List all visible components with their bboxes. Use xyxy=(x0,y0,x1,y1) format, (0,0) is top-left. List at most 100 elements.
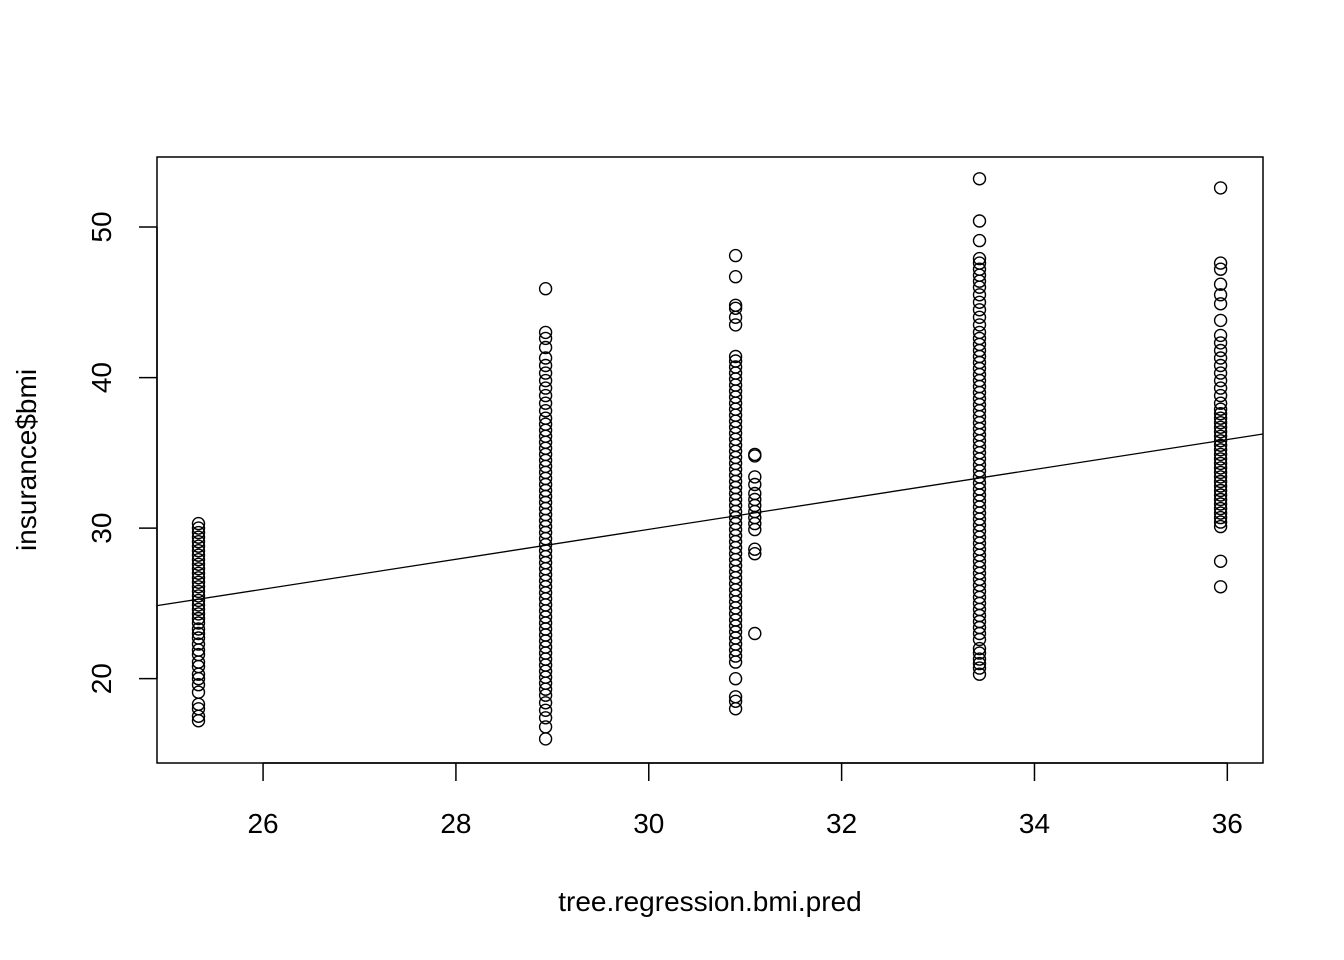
data-point xyxy=(972,652,987,666)
data-point xyxy=(538,696,553,710)
data-point xyxy=(191,580,206,594)
data-point xyxy=(538,373,553,388)
data-points xyxy=(191,172,1228,746)
data-point xyxy=(972,318,987,332)
y-axis: 20 30 40 50 xyxy=(86,211,158,694)
data-point xyxy=(1213,297,1228,311)
data-point xyxy=(1213,288,1228,302)
y-tick-label: 40 xyxy=(86,362,117,393)
data-point xyxy=(191,589,206,603)
data-point xyxy=(1213,474,1228,489)
data-point xyxy=(538,381,553,395)
data-point xyxy=(538,388,553,403)
y-tick-label: 50 xyxy=(86,211,117,242)
data-point xyxy=(191,557,206,571)
data-point xyxy=(191,702,206,716)
data-point xyxy=(191,521,206,535)
x-tick-label: 36 xyxy=(1212,808,1243,839)
data-point xyxy=(972,172,987,186)
data-point xyxy=(748,542,762,556)
data-point xyxy=(972,233,987,248)
data-point xyxy=(191,622,206,636)
data-point xyxy=(748,477,762,492)
data-point xyxy=(1213,256,1228,270)
data-point xyxy=(748,470,762,484)
data-point xyxy=(1213,506,1228,520)
data-point xyxy=(538,358,553,373)
data-point xyxy=(972,214,987,228)
data-point xyxy=(191,562,206,576)
data-point xyxy=(972,661,987,675)
data-point xyxy=(1213,461,1228,475)
data-point xyxy=(972,288,987,302)
data-point xyxy=(1213,402,1228,416)
data-point xyxy=(972,641,987,656)
data-point xyxy=(748,492,762,507)
data-point xyxy=(191,525,206,540)
data-point xyxy=(538,325,553,340)
data-point xyxy=(972,262,987,276)
data-point xyxy=(972,251,987,266)
data-point xyxy=(1213,407,1228,421)
data-point xyxy=(728,248,743,263)
data-point xyxy=(972,295,987,309)
data-point xyxy=(748,626,762,641)
data-point xyxy=(538,411,553,425)
data-point xyxy=(191,516,206,531)
data-point xyxy=(972,310,987,324)
data-point xyxy=(728,270,743,284)
data-point xyxy=(191,535,206,549)
data-point xyxy=(1213,554,1228,568)
data-point xyxy=(972,667,987,681)
data-point xyxy=(1213,492,1228,507)
x-axis: 26 28 30 32 34 36 xyxy=(247,762,1243,839)
data-point xyxy=(538,732,553,746)
data-point xyxy=(1213,443,1228,457)
data-point xyxy=(191,678,206,692)
data-point xyxy=(191,616,206,630)
data-point xyxy=(538,404,553,418)
data-point xyxy=(191,566,206,580)
data-point xyxy=(1213,373,1228,388)
data-point xyxy=(1213,510,1228,525)
data-point xyxy=(191,626,206,641)
data-point xyxy=(191,544,206,558)
data-point xyxy=(1213,456,1228,471)
data-point xyxy=(1213,416,1228,430)
data-point xyxy=(748,447,762,462)
y-tick-label: 20 xyxy=(86,663,117,694)
data-point xyxy=(191,631,206,645)
data-point xyxy=(972,646,987,660)
data-point xyxy=(1213,470,1228,484)
regression-line xyxy=(156,433,1264,607)
data-point xyxy=(538,396,553,410)
data-point xyxy=(538,282,553,296)
data-point xyxy=(748,486,762,501)
data-point xyxy=(748,547,762,561)
data-point xyxy=(972,325,987,340)
data-point xyxy=(972,656,987,671)
data-point xyxy=(1213,438,1228,452)
data-point xyxy=(728,694,743,708)
data-point xyxy=(1213,429,1228,443)
data-point xyxy=(191,539,206,553)
data-point xyxy=(191,607,206,621)
data-point xyxy=(1213,262,1228,276)
data-point xyxy=(191,637,206,651)
data-point xyxy=(1213,488,1228,502)
data-point xyxy=(1213,358,1228,373)
data-point xyxy=(538,417,553,431)
data-point xyxy=(728,318,743,332)
data-point xyxy=(191,530,206,544)
data-point xyxy=(728,672,743,686)
data-point xyxy=(1213,501,1228,516)
data-point xyxy=(1213,181,1228,195)
x-tick-label: 28 xyxy=(440,808,471,839)
x-tick-label: 32 xyxy=(826,808,857,839)
data-point xyxy=(1213,343,1228,358)
data-point xyxy=(1213,420,1228,434)
data-point xyxy=(1213,381,1228,395)
data-point xyxy=(972,331,987,346)
data-point xyxy=(1213,515,1228,529)
